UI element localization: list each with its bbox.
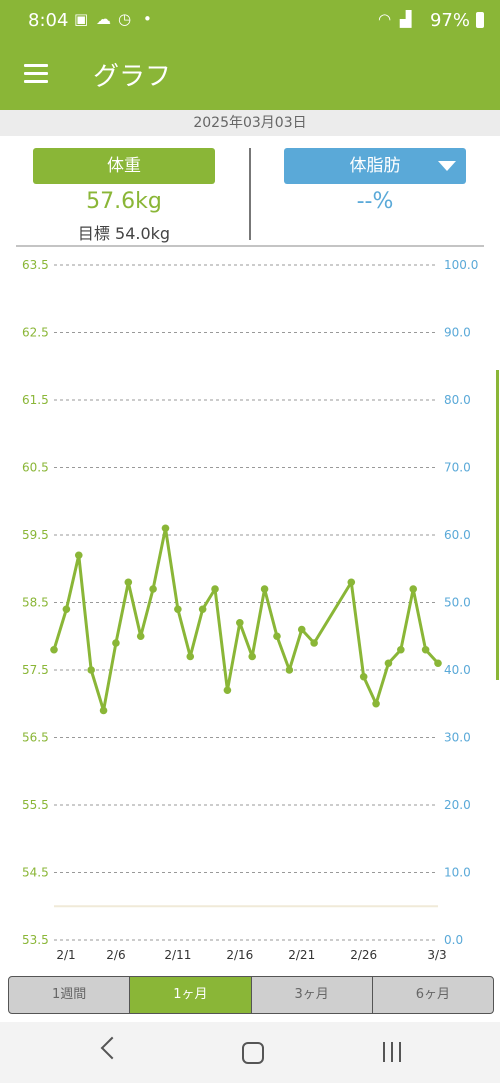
- weight-data-point: [421, 645, 430, 654]
- recent-apps-icon[interactable]: [383, 1042, 403, 1062]
- dropdown-arrow-icon: [438, 161, 456, 171]
- weight-data-point: [236, 618, 244, 627]
- weight-data-point: [223, 686, 232, 695]
- weight-data-point: [99, 706, 108, 715]
- panel-divider: [249, 148, 251, 240]
- y-right-tick-label: 70.0: [444, 461, 471, 475]
- tab-3-months[interactable]: 3ヶ月: [252, 977, 373, 1013]
- y-left-tick-label: 60.5: [22, 461, 49, 475]
- y-right-tick-label: 50.0: [444, 596, 471, 610]
- weight-data-point: [297, 625, 306, 634]
- y-right-tick-label: 80.0: [444, 393, 471, 407]
- weight-data-point: [359, 672, 368, 681]
- tab-1-week[interactable]: 1週間: [9, 977, 131, 1013]
- y-right-tick-label: 60.0: [444, 528, 471, 542]
- body-fat-dropdown[interactable]: 体脂肪: [284, 148, 466, 184]
- weight-data-point: [260, 585, 269, 593]
- weight-data-point: [397, 645, 405, 654]
- y-right-tick-label: 100.0: [444, 258, 478, 272]
- y-left-tick-label: 59.5: [22, 528, 49, 542]
- notification-dot-icon: •: [143, 10, 152, 28]
- weight-data-point: [74, 551, 83, 560]
- wifi-icon: ◠: [378, 10, 392, 28]
- scroll-indicator: [496, 370, 499, 680]
- weight-data-point: [409, 585, 418, 593]
- weight-data-point: [211, 585, 219, 593]
- y-left-tick-label: 56.5: [22, 731, 49, 745]
- home-icon[interactable]: [242, 1042, 264, 1064]
- x-tick-label: 2/11: [164, 948, 191, 962]
- x-tick-label: 2/21: [288, 948, 315, 962]
- weight-data-point: [174, 605, 182, 614]
- x-tick-label: 2/16: [226, 948, 253, 962]
- alarm-icon: ◷: [118, 10, 132, 28]
- y-right-tick-label: 90.0: [444, 326, 471, 340]
- weight-data-point: [310, 639, 318, 647]
- weight-data-point: [186, 652, 195, 661]
- y-left-tick-label: 61.5: [22, 393, 49, 407]
- y-left-tick-label: 63.5: [22, 258, 49, 272]
- x-tick-label: 2/6: [106, 948, 125, 962]
- menu-icon[interactable]: [24, 64, 48, 84]
- weight-data-point: [62, 605, 71, 614]
- y-left-tick-label: 53.5: [22, 933, 49, 947]
- weight-data-point: [161, 524, 170, 533]
- weight-data-point: [434, 659, 442, 668]
- weight-data-point: [149, 585, 157, 593]
- y-left-tick-label: 58.5: [22, 596, 49, 610]
- weight-series-line: [52, 526, 440, 712]
- weight-data-point: [384, 659, 393, 668]
- y-left-tick-label: 55.5: [22, 798, 49, 812]
- battery-icon: [476, 12, 484, 28]
- period-tabs: 1週間 1ヶ月 3ヶ月 6ヶ月: [8, 976, 494, 1014]
- weight-data-point: [50, 645, 58, 654]
- weight-data-point: [372, 699, 380, 708]
- x-tick-label: 3/3: [427, 948, 446, 962]
- y-left-tick-label: 57.5: [22, 663, 49, 677]
- page-title: グラフ: [93, 62, 172, 92]
- weight-data-point: [87, 666, 95, 674]
- y-right-tick-label: 30.0: [444, 731, 471, 745]
- body-fat-label: 体脂肪: [349, 156, 401, 176]
- tab-6-months[interactable]: 6ヶ月: [415, 987, 451, 1002]
- weight-data-point: [136, 632, 145, 641]
- weight-value: 57.6kg: [86, 189, 162, 214]
- weight-data-point: [124, 578, 133, 587]
- y-left-tick-label: 62.5: [22, 326, 49, 340]
- weather-icon: ☁: [96, 10, 111, 28]
- weight-data-point: [248, 652, 256, 661]
- current-date: 2025年03月03日: [0, 110, 500, 136]
- body-fat-value: --%: [356, 189, 394, 214]
- weight-data-point: [273, 632, 281, 641]
- weight-data-point: [347, 578, 356, 587]
- battery-percent: 97%: [429, 10, 470, 31]
- system-nav-bar: [0, 1022, 500, 1083]
- x-tick-label: 2/1: [56, 948, 75, 962]
- weight-chart: 63.5 62.5 61.5 60.5 59.5 58.5 57.5 56.5 55.5 54.5…: [16, 245, 484, 962]
- weight-data-point: [198, 605, 207, 614]
- y-right-tick-label: 20.0: [444, 798, 471, 812]
- x-tick-label: 2/26: [350, 948, 377, 962]
- y-right-tick-label: 40.0: [444, 663, 471, 677]
- status-bar: 8:04 ▣ ☁ ◷ • ◠ ▟ 97%: [0, 0, 500, 38]
- gallery-icon: ▣: [74, 10, 89, 28]
- weight-button[interactable]: 体重: [33, 148, 215, 184]
- app-bar: グラフ: [0, 38, 500, 110]
- signal-icon: ▟: [400, 10, 412, 28]
- tab-1-month[interactable]: 1ヶ月: [130, 977, 252, 1013]
- y-left-tick-label: 54.5: [22, 866, 49, 880]
- weight-data-point: [112, 639, 120, 647]
- weight-data-point: [285, 666, 294, 674]
- status-time: 8:04: [28, 10, 69, 31]
- back-icon[interactable]: [100, 1036, 124, 1060]
- y-right-tick-label: 0.0: [444, 933, 463, 947]
- target-weight: 目標 54.0kg: [77, 224, 171, 243]
- y-right-tick-label: 10.0: [444, 866, 471, 880]
